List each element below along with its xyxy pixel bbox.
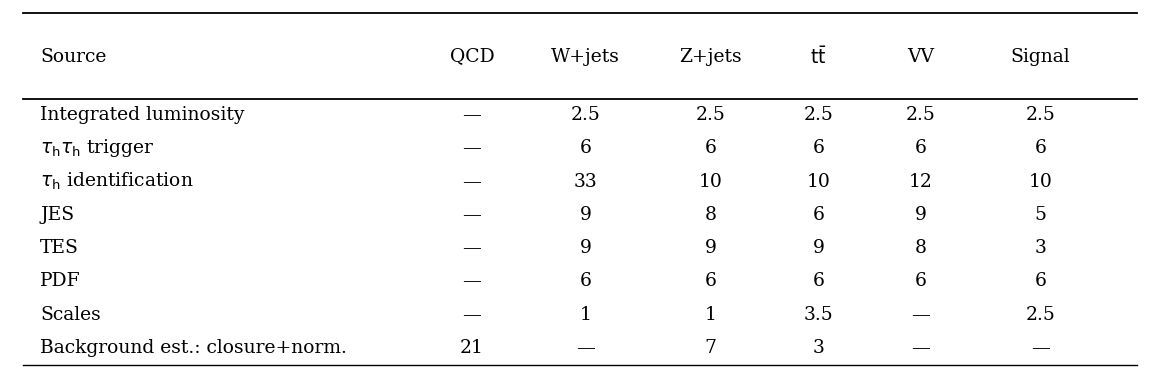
Text: —: — — [463, 206, 481, 224]
Text: —: — — [912, 339, 930, 357]
Text: 2.5: 2.5 — [696, 106, 726, 124]
Text: 8: 8 — [915, 239, 927, 257]
Text: 10: 10 — [1029, 173, 1052, 191]
Text: 9: 9 — [813, 239, 825, 257]
Text: Background est.: closure+norm.: Background est.: closure+norm. — [39, 339, 347, 357]
Text: 9: 9 — [580, 239, 592, 257]
Text: Signal: Signal — [1010, 48, 1071, 65]
Text: 33: 33 — [574, 173, 597, 191]
Text: 8: 8 — [705, 206, 717, 224]
Text: —: — — [463, 306, 481, 324]
Text: —: — — [912, 306, 930, 324]
Text: 6: 6 — [915, 272, 927, 291]
Text: 9: 9 — [915, 206, 927, 224]
Text: Integrated luminosity: Integrated luminosity — [39, 106, 245, 124]
Text: QCD: QCD — [450, 48, 494, 65]
Text: —: — — [1031, 339, 1050, 357]
Text: 6: 6 — [1035, 272, 1046, 291]
Text: 2.5: 2.5 — [804, 106, 834, 124]
Text: W+jets: W+jets — [551, 48, 621, 65]
Text: 9: 9 — [580, 206, 592, 224]
Text: 6: 6 — [915, 140, 927, 157]
Text: 3: 3 — [1035, 239, 1046, 257]
Text: 21: 21 — [461, 339, 484, 357]
Text: 6: 6 — [705, 140, 717, 157]
Text: —: — — [577, 339, 595, 357]
Text: Z+jets: Z+jets — [680, 48, 742, 65]
Text: 2.5: 2.5 — [571, 106, 601, 124]
Text: $\mathrm{t\bar{t}}$: $\mathrm{t\bar{t}}$ — [811, 46, 827, 67]
Text: JES: JES — [39, 206, 74, 224]
Text: Source: Source — [39, 48, 107, 65]
Text: 12: 12 — [909, 173, 933, 191]
Text: PDF: PDF — [39, 272, 81, 291]
Text: 2.5: 2.5 — [1025, 106, 1056, 124]
Text: Scales: Scales — [39, 306, 101, 324]
Text: $\tau_{\mathrm{h}}\tau_{\mathrm{h}}$ trigger: $\tau_{\mathrm{h}}\tau_{\mathrm{h}}$ tri… — [39, 137, 154, 160]
Text: TES: TES — [39, 239, 79, 257]
Text: 3.5: 3.5 — [804, 306, 834, 324]
Text: 6: 6 — [813, 206, 825, 224]
Text: $\tau_{\mathrm{h}}$ identification: $\tau_{\mathrm{h}}$ identification — [39, 171, 194, 192]
Text: 6: 6 — [705, 272, 717, 291]
Text: —: — — [463, 140, 481, 157]
Text: —: — — [463, 173, 481, 191]
Text: 7: 7 — [705, 339, 717, 357]
Text: 6: 6 — [580, 272, 592, 291]
Text: 1: 1 — [705, 306, 717, 324]
Text: 5: 5 — [1035, 206, 1046, 224]
Text: 6: 6 — [813, 140, 825, 157]
Text: —: — — [463, 272, 481, 291]
Text: 10: 10 — [807, 173, 831, 191]
Text: VV: VV — [907, 48, 935, 65]
Text: 2.5: 2.5 — [906, 106, 936, 124]
Text: 10: 10 — [698, 173, 723, 191]
Text: 6: 6 — [1035, 140, 1046, 157]
Text: 1: 1 — [580, 306, 592, 324]
Text: 2.5: 2.5 — [1025, 306, 1056, 324]
Text: 6: 6 — [580, 140, 592, 157]
Text: 6: 6 — [813, 272, 825, 291]
Text: —: — — [463, 106, 481, 124]
Text: 9: 9 — [705, 239, 717, 257]
Text: —: — — [463, 239, 481, 257]
Text: 3: 3 — [813, 339, 825, 357]
